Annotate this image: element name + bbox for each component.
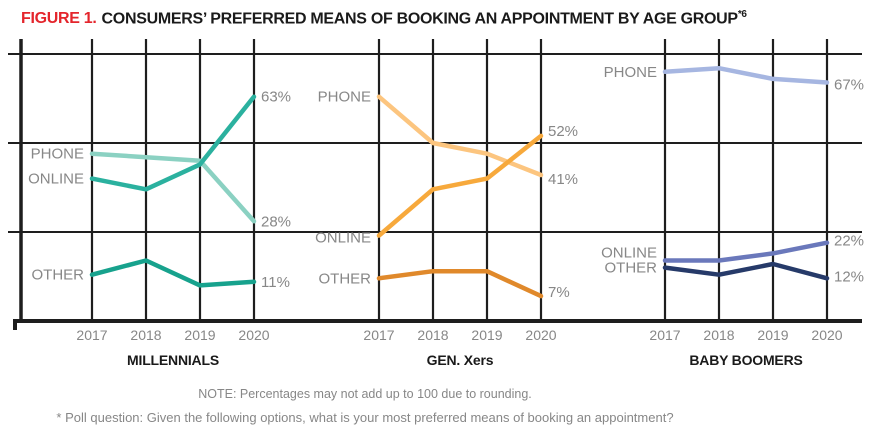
series-line-phone <box>89 151 257 224</box>
series-label-online: ONLINE <box>28 171 84 188</box>
panel-title: BABY BOOMERS <box>689 352 802 368</box>
series-label-online: ONLINE <box>601 244 657 261</box>
panel-title: MILLENNIALS <box>127 352 219 368</box>
series-line-other <box>89 258 257 288</box>
year-label: 2020 <box>525 327 556 343</box>
value-label: 22% <box>834 233 864 250</box>
year-label: 2019 <box>471 327 502 343</box>
year-label: 2018 <box>417 327 448 343</box>
year-label: 2017 <box>649 327 680 343</box>
series-line-online <box>376 133 544 238</box>
series-label-phone: PHONE <box>31 146 84 163</box>
value-label: 63% <box>261 89 291 106</box>
year-label: 2017 <box>363 327 394 343</box>
line-chart: 2017 2018 2019 2020 PHONE 28% ONLINE 63% OTHER 11… <box>8 39 864 368</box>
series-label-other: OTHER <box>605 260 658 277</box>
value-label: 7% <box>548 284 570 301</box>
series-line-phone <box>662 65 830 85</box>
value-label: 11% <box>261 274 290 291</box>
note-text: NOTE: Percentages may not add up to 100 … <box>198 387 532 401</box>
year-label: 2020 <box>811 327 842 343</box>
year-label: 2019 <box>757 327 788 343</box>
series-line-online <box>662 240 830 263</box>
series-line-phone <box>376 94 544 178</box>
value-label: 12% <box>834 268 864 285</box>
value-label: 67% <box>834 76 864 93</box>
title-superscript: *6 <box>737 9 747 20</box>
value-label: 41% <box>548 171 578 188</box>
series-label-other: OTHER <box>319 270 372 287</box>
figure-label: FIGURE 1. <box>21 10 97 28</box>
series-label-phone: PHONE <box>604 64 657 81</box>
value-label: 52% <box>548 123 578 140</box>
series-line-other <box>376 268 544 299</box>
year-label: 2020 <box>238 327 269 343</box>
panel-title: GEN. Xers <box>427 352 494 368</box>
value-label: 28% <box>261 213 291 230</box>
series-label-online: ONLINE <box>315 230 371 247</box>
title-text: CONSUMERS’ PREFERRED MEANS OF BOOKING AN… <box>101 10 739 28</box>
series-label-phone: PHONE <box>318 89 371 106</box>
chart-notes: NOTE: Percentages may not add up to 100 … <box>25 387 705 425</box>
year-label: 2018 <box>703 327 734 343</box>
footnote-text: * Poll question: Given the following opt… <box>56 410 674 425</box>
year-label: 2019 <box>184 327 215 343</box>
series-label-other: OTHER <box>32 267 85 284</box>
series-line-online <box>89 94 257 192</box>
series-line-other <box>662 261 830 281</box>
year-label: 2018 <box>130 327 161 343</box>
figure-title: FIGURE 1. CONSUMERS’ PREFERRED MEANS OF B… <box>21 9 747 28</box>
year-label: 2017 <box>76 327 107 343</box>
